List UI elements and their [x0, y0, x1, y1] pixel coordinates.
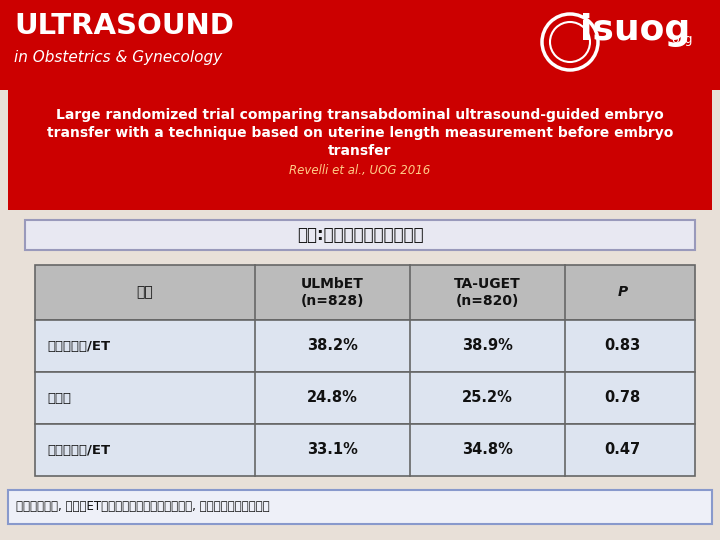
FancyBboxPatch shape: [25, 220, 695, 250]
Text: 0.47: 0.47: [604, 442, 641, 457]
Text: 34.8%: 34.8%: [462, 442, 513, 457]
Bar: [0, 0, 720, 90]
Text: 38.2%: 38.2%: [307, 339, 358, 354]
FancyBboxPatch shape: [8, 490, 712, 524]
Text: 0.78: 0.78: [604, 390, 641, 406]
Text: ULTRASOUND: ULTRASOUND: [14, 12, 234, 40]
Text: transfer: transfer: [328, 144, 392, 158]
Text: Revelli et al., UOG 2016: Revelli et al., UOG 2016: [289, 164, 431, 177]
Bar: [35, 320, 695, 372]
Text: 25.2%: 25.2%: [462, 390, 513, 406]
Text: 0.83: 0.83: [604, 339, 641, 354]
Text: 33.1%: 33.1%: [307, 442, 358, 457]
Bar: [35, 265, 695, 320]
Text: .org: .org: [668, 33, 693, 46]
Bar: [35, 372, 695, 424]
Text: 移植率: 移植率: [47, 392, 71, 404]
Text: 意向口理分析, 包括在ET期口要求口口口管的那些病人, 确定了没有口著差异。: 意向口理分析, 包括在ET期口要求口口口管的那些病人, 确定了没有口著差异。: [16, 501, 269, 514]
Text: ULMbET
(n=828): ULMbET (n=828): [301, 278, 364, 308]
Text: isuog: isuog: [580, 13, 690, 47]
Text: 口果:首要口局（治口分析）: 口果:首要口局（治口分析）: [297, 226, 423, 244]
Text: in Obstetrics & Gynecology: in Obstetrics & Gynecology: [14, 50, 222, 65]
Text: Large randomized trial comparing transabdominal ultrasound-guided embryo: Large randomized trial comparing transab…: [56, 108, 664, 122]
Text: 参数: 参数: [137, 286, 153, 300]
Bar: [8, 90, 712, 210]
Text: transfer with a technique based on uterine length measurement before embryo: transfer with a technique based on uteri…: [47, 126, 673, 140]
Bar: [35, 424, 695, 476]
Text: P: P: [618, 286, 628, 300]
Text: 24.8%: 24.8%: [307, 390, 358, 406]
Text: TA-UGET
(n=820): TA-UGET (n=820): [454, 278, 521, 308]
Text: 持口妍標率/ET: 持口妍標率/ET: [47, 443, 110, 456]
Text: 38.9%: 38.9%: [462, 339, 513, 354]
Text: 口床妍標率/ET: 口床妍標率/ET: [47, 340, 110, 353]
